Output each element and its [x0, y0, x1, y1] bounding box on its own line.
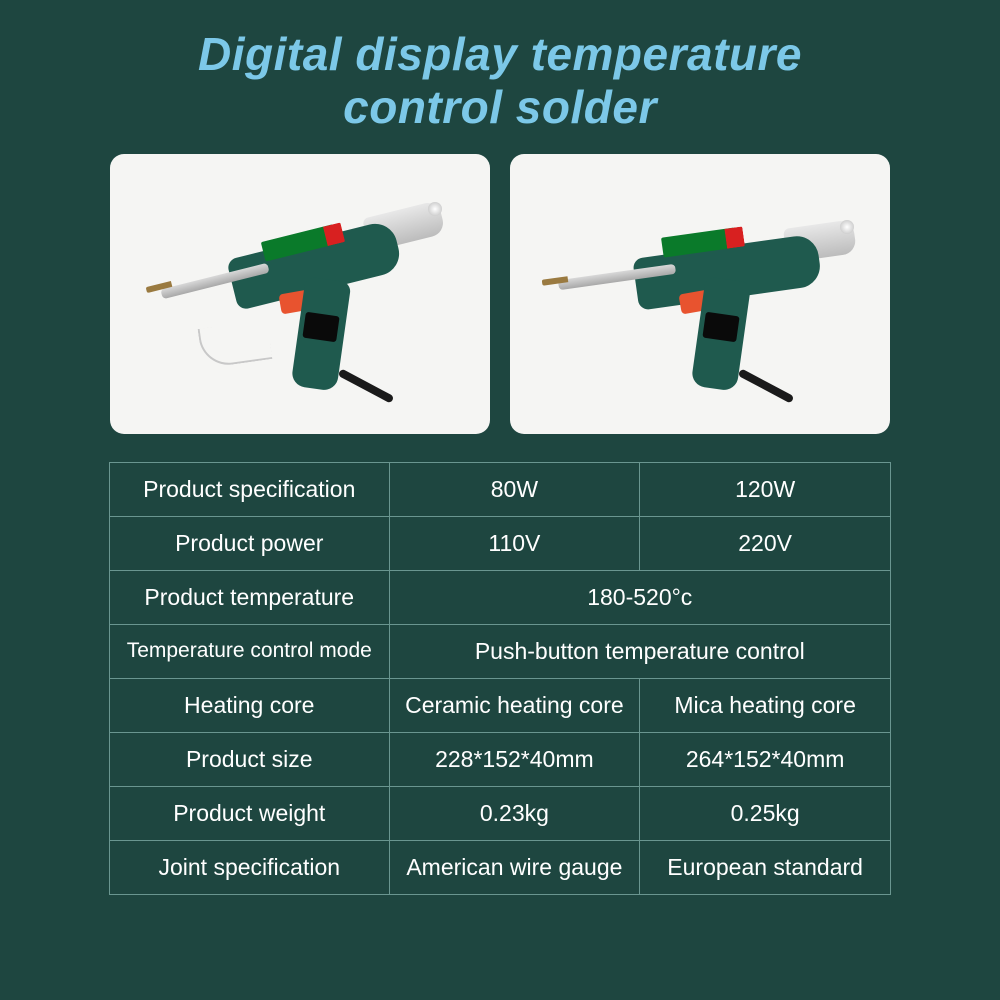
spec-label: Heating core	[110, 678, 390, 732]
spec-value: Push-button temperature control	[389, 624, 890, 678]
table-row: Product weight0.23kg0.25kg	[110, 786, 891, 840]
spec-label: Product temperature	[110, 570, 390, 624]
table-row: Product power110V220V	[110, 516, 891, 570]
product-images-row	[110, 154, 890, 434]
table-row: Product temperature180-520°c	[110, 570, 891, 624]
spec-value-col1: 0.23kg	[389, 786, 640, 840]
spec-table: Product specification80W120WProduct powe…	[109, 462, 891, 895]
product-image-80w	[110, 154, 490, 434]
page-title: Digital display temperature control sold…	[198, 28, 802, 134]
spec-label: Product specification	[110, 462, 390, 516]
spec-value-col1: 228*152*40mm	[389, 732, 640, 786]
page-container: Digital display temperature control sold…	[0, 0, 1000, 1000]
spec-value-col2: 264*152*40mm	[640, 732, 891, 786]
spec-value-col2: 120W	[640, 462, 891, 516]
spec-value-col2: 220V	[640, 516, 891, 570]
table-row: Heating coreCeramic heating coreMica hea…	[110, 678, 891, 732]
spec-table-body: Product specification80W120WProduct powe…	[110, 462, 891, 894]
spec-label: Product size	[110, 732, 390, 786]
spec-value-col2: Mica heating core	[640, 678, 891, 732]
gun-screw	[428, 202, 442, 216]
gun-display	[302, 312, 339, 342]
solder-gun-illustration	[140, 184, 460, 404]
spec-value-col2: European standard	[640, 840, 891, 894]
table-row: Product size228*152*40mm264*152*40mm	[110, 732, 891, 786]
gun-display	[702, 312, 739, 342]
gun-cord	[738, 368, 795, 403]
spec-label: Joint specification	[110, 840, 390, 894]
spec-value-col1: Ceramic heating core	[389, 678, 640, 732]
title-line-1: Digital display temperature	[198, 28, 802, 80]
spec-value-col2: 0.25kg	[640, 786, 891, 840]
table-row: Joint specificationAmerican wire gaugeEu…	[110, 840, 891, 894]
spec-value-col1: 110V	[389, 516, 640, 570]
table-row: Temperature control modePush-button temp…	[110, 624, 891, 678]
spec-label: Product power	[110, 516, 390, 570]
gun-cord	[338, 368, 395, 403]
gun-wire-stand	[198, 319, 273, 368]
spec-label: Temperature control mode	[110, 624, 390, 678]
solder-gun-illustration	[540, 184, 860, 404]
title-line-2: control solder	[343, 81, 657, 133]
spec-label: Product weight	[110, 786, 390, 840]
product-image-120w	[510, 154, 890, 434]
spec-value-col1: 80W	[389, 462, 640, 516]
spec-value: 180-520°c	[389, 570, 890, 624]
table-row: Product specification80W120W	[110, 462, 891, 516]
gun-screw	[840, 220, 854, 234]
spec-value-col1: American wire gauge	[389, 840, 640, 894]
